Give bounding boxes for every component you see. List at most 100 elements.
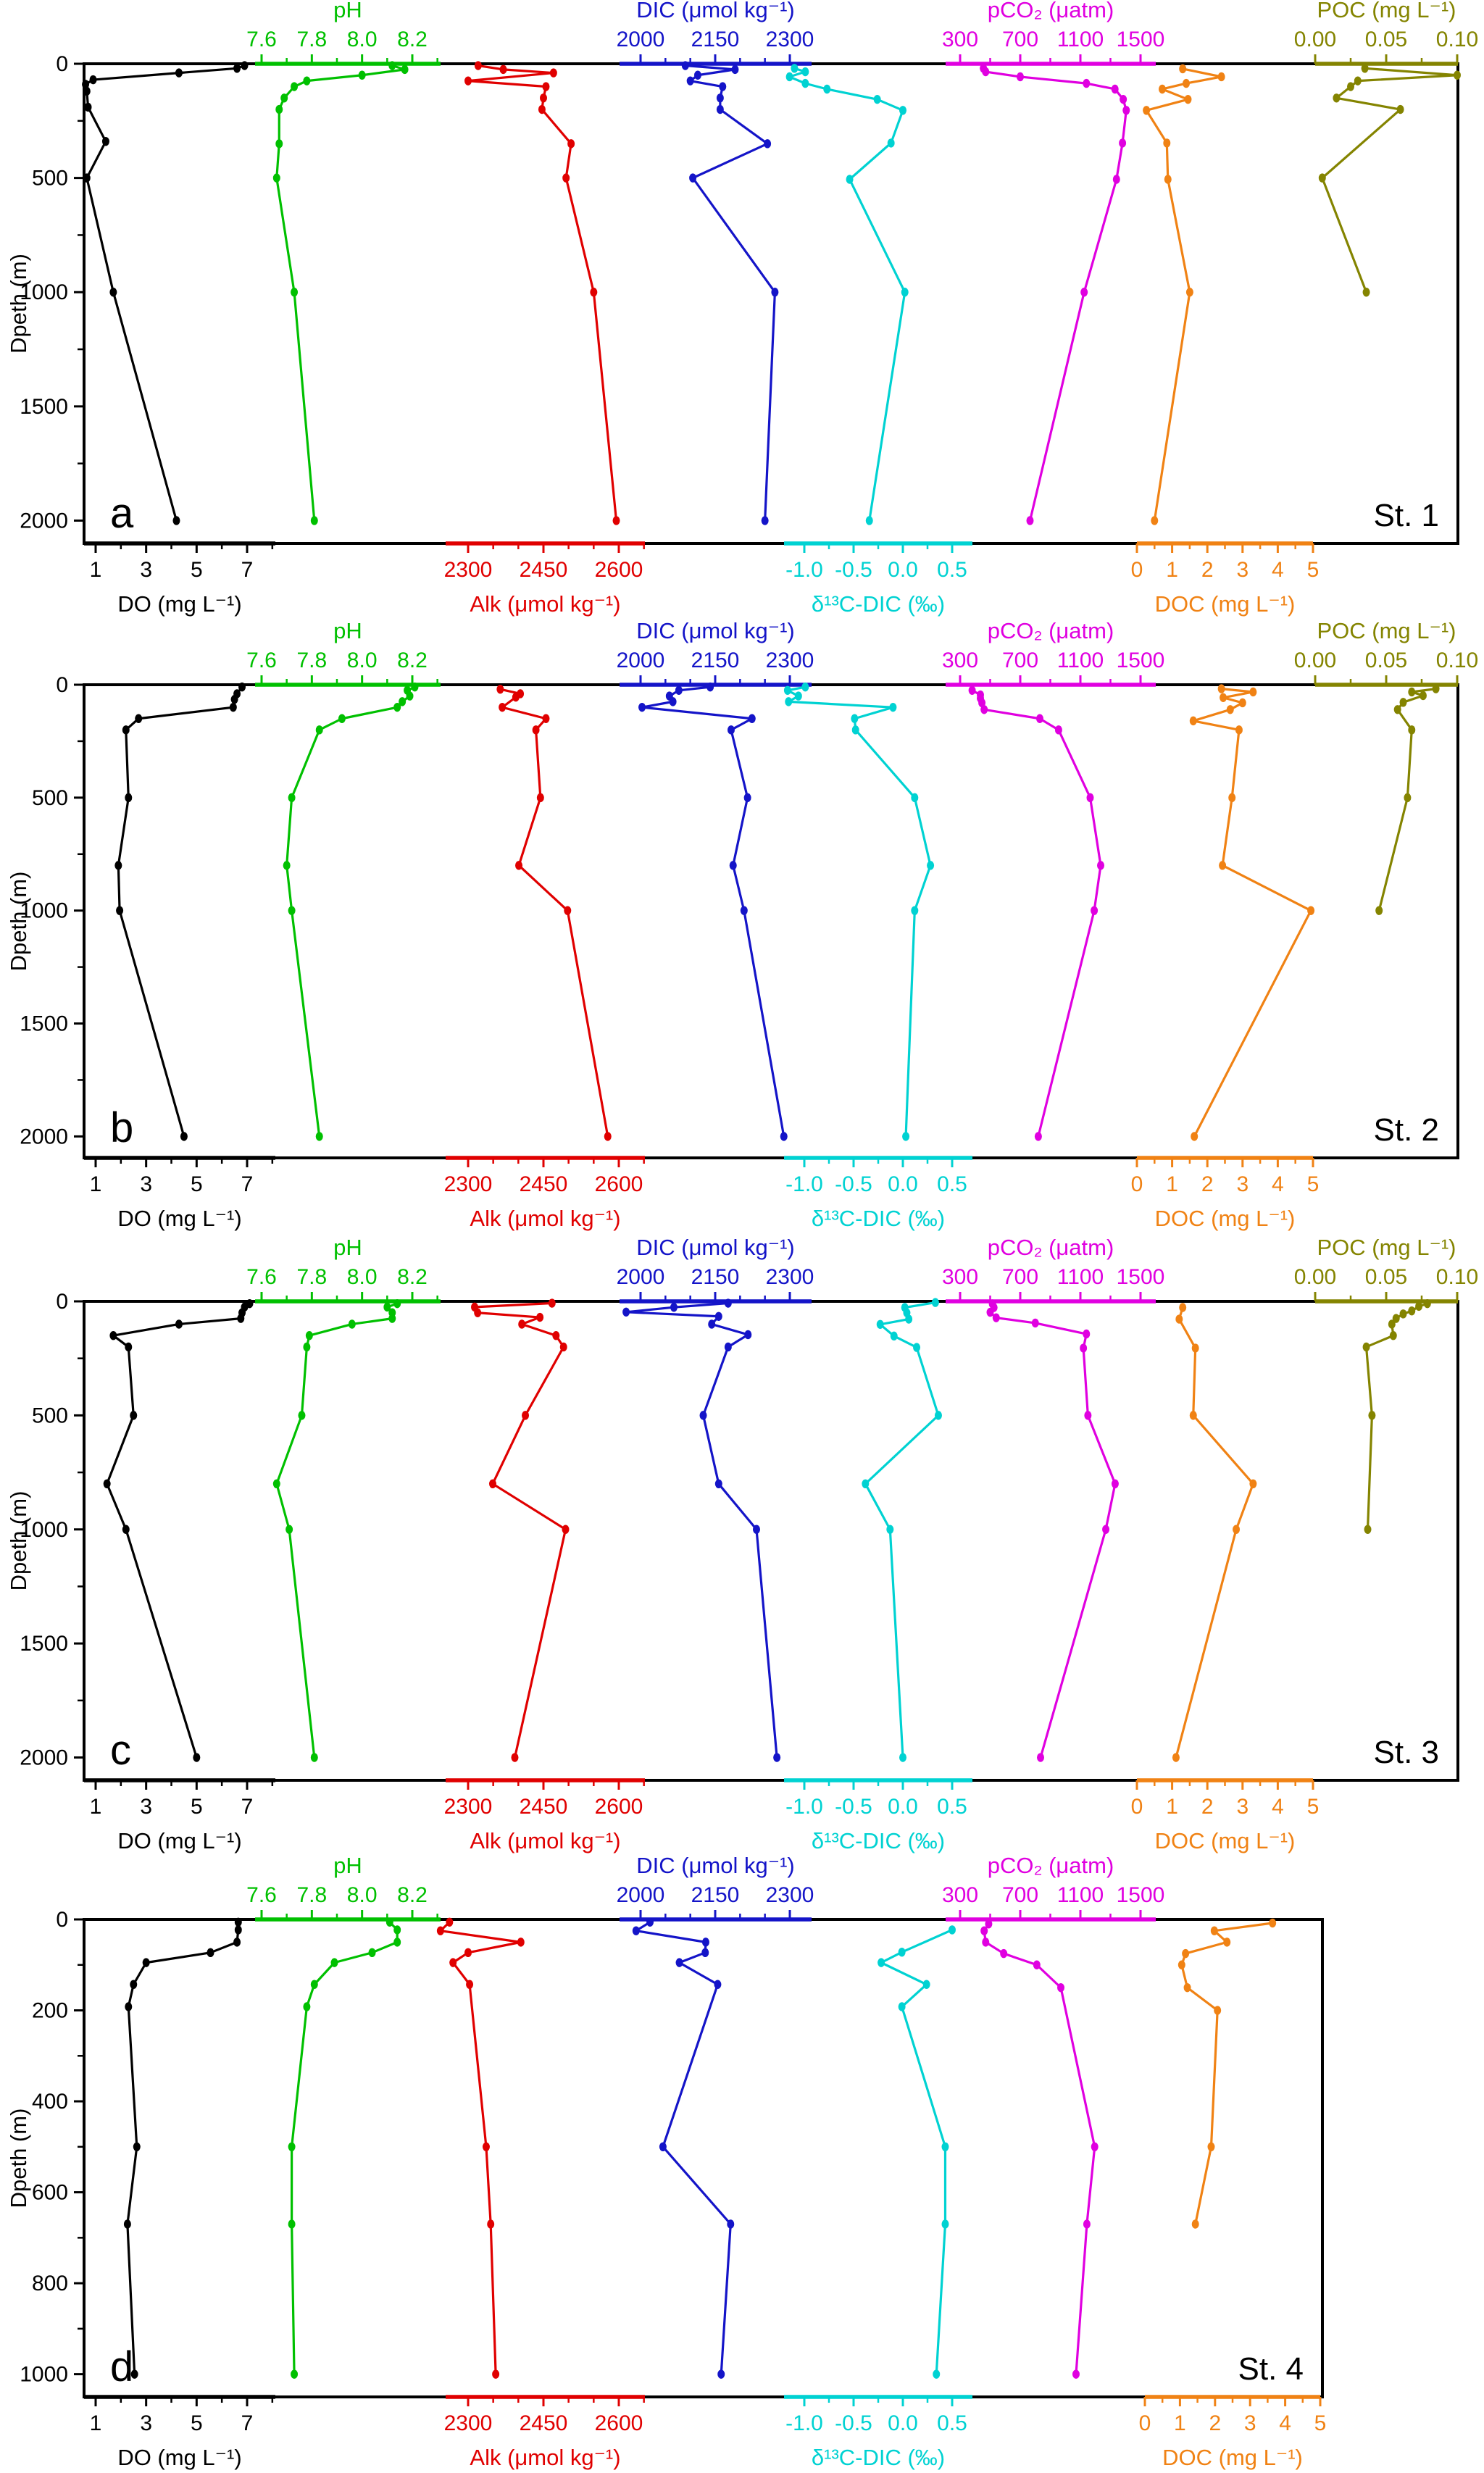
data-point [1432,684,1440,693]
axis-DOC: 0 1 2 3 4 5 DOC (mg L⁻¹) [1139,2395,1326,2470]
data-point [496,685,504,694]
data-point [368,1948,376,1958]
data-point [980,1926,988,1935]
axis-DIC: 2000 2150 2300 DIC (μmol kg⁻¹) [617,0,814,66]
tick-label-DO: 5 [191,1795,203,1819]
data-point [1226,705,1234,714]
data-point [1217,72,1225,82]
data-point [230,695,238,704]
tick-label-DOC: 5 [1307,1795,1320,1819]
axis-DO: 1 3 5 7DO (mg L⁻¹) [84,1778,275,1853]
y-tick-label: 1000 [20,1518,68,1542]
axis-title-d13C: δ¹³C-DIC (‰) [812,591,945,617]
data-point [1189,1411,1197,1420]
data-point [716,93,724,103]
axis-Alk: 2300 2450 2600 Alk (μmol kg⁻¹) [444,1778,645,1853]
y-tick-label: 1500 [20,1632,68,1656]
tick-label-DIC: 2150 [691,1265,740,1289]
data-point [752,1525,760,1534]
tick-label-d13C: -0.5 [835,1795,872,1819]
y-axis-depth: 0 500 1000 1500 2000 Dpeth (m) [6,1290,84,1770]
tick-label-pH: 7.6 [246,1883,277,1907]
axis-title-DO: DO (mg L⁻¹) [117,2445,241,2470]
tick-label-pCO2: 300 [942,649,978,672]
data-point [310,516,318,525]
series-pCO2-c [986,1299,1119,1762]
data-point [1361,64,1369,73]
series-POC-c [1362,1298,1431,1534]
data-point [474,61,482,70]
data-point [862,1479,870,1489]
data-point [393,1925,401,1935]
axis-DIC: 2000 2150 2300 DIC (μmol kg⁻¹) [617,1235,814,1304]
data-point [1223,1938,1231,1947]
plot-frame [83,1918,1324,2398]
tick-label-pCO2: 700 [1002,1883,1038,1907]
tick-label-Alk: 2600 [595,1172,643,1196]
axis-DO: 1 3 5 7DO (mg L⁻¹) [84,541,275,617]
data-point [305,1331,313,1340]
data-point [771,288,779,297]
data-point [298,1411,306,1420]
tick-label-pCO2: 1500 [1117,1265,1165,1289]
data-point [499,64,507,75]
data-point [1175,1314,1183,1324]
series-DIC-a [681,61,779,525]
series-pH-b [283,682,419,1141]
panel-d: 0 200 400 600 800 1000 Dpeth (m) 1 3 5 7DO (mg L⁻¹… [6,1853,1326,2470]
tick-label-d13C: -0.5 [835,2411,872,2435]
data-point [310,1753,318,1762]
series-d13C-b [783,682,935,1141]
axis-title-d13C: δ¹³C-DIC (‰) [812,1206,945,1231]
axis-title-pH: pH [333,1853,362,1878]
data-point [180,1132,188,1141]
tick-label-POC: 0.10 [1436,28,1478,51]
series-d13C-d [878,1925,956,2379]
data-point [399,697,407,706]
data-point [393,1298,401,1309]
data-point [1419,691,1427,701]
tick-label-POC: 0.10 [1436,1265,1478,1289]
data-point [383,1302,391,1312]
data-point [1217,684,1225,693]
y-tick-label: 400 [32,2090,68,2114]
tick-label-DIC: 2150 [691,649,740,672]
tick-label-POC: 0.05 [1365,649,1407,672]
data-point [1097,861,1105,870]
axis-pH: 7.6 7.8 8.0 8.2 pH [246,1235,441,1304]
axis-title-DOC: DOC (mg L⁻¹) [1155,591,1296,617]
tick-label-d13C: 0.5 [937,1795,967,1819]
tick-label-pH: 8.0 [347,28,378,51]
data-point [103,1479,111,1489]
axis-DO: 1 3 5 7DO (mg L⁻¹) [84,1156,275,1231]
data-point [727,725,735,735]
y-axis-title: Dpeth (m) [6,872,31,972]
data-point [109,288,117,297]
data-point [1362,288,1370,297]
data-point [931,1298,939,1307]
data-point [941,2142,949,2152]
data-point [1396,104,1404,114]
data-point [731,64,739,75]
data-point [1102,1525,1110,1534]
series-DIC-c [622,1298,781,1762]
data-point [646,1917,654,1927]
data-point [982,67,990,77]
tick-label-d13C: -0.5 [835,1172,872,1196]
plot-frame [83,62,1459,545]
tick-label-DOC: 1 [1174,2411,1186,2435]
tick-label-Alk: 2300 [444,1172,493,1196]
tick-label-DOC: 4 [1272,1172,1284,1196]
data-point [865,516,873,525]
data-point [310,1980,318,1989]
axis-title-DOC: DOC (mg L⁻¹) [1162,2445,1303,2470]
data-point [562,1525,570,1534]
y-tick-label: 1000 [20,2363,68,2387]
data-point [1034,1132,1042,1141]
data-point [701,1938,709,1947]
data-point [1210,1926,1218,1935]
tick-label-DO: 7 [241,558,254,582]
data-point [241,61,249,70]
data-point [675,1958,683,1967]
